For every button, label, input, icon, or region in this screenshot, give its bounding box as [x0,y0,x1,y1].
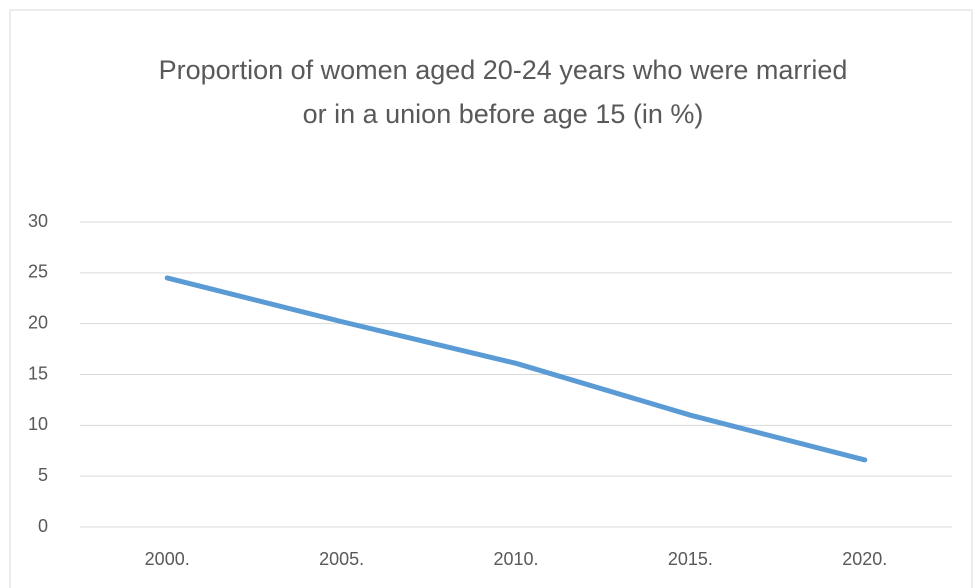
x-tick-label: 2015. [668,549,713,569]
y-tick-label: 5 [38,465,48,485]
x-tick-label: 2020. [842,549,887,569]
chart-title: Proportion of women aged 20-24 years who… [158,55,848,129]
y-tick-label: 20 [28,312,48,332]
x-tick-label: 2010. [493,549,538,569]
y-tick-label: 10 [28,414,48,434]
chart-border [9,9,973,588]
y-tick-label: 0 [38,516,48,536]
y-tick-label: 30 [28,211,48,231]
y-tick-label: 15 [28,363,48,383]
x-tick-label: 2000. [145,549,190,569]
y-tick-label: 25 [28,262,48,282]
data-line [164,275,868,463]
x-tick-label: 2005. [319,549,364,569]
